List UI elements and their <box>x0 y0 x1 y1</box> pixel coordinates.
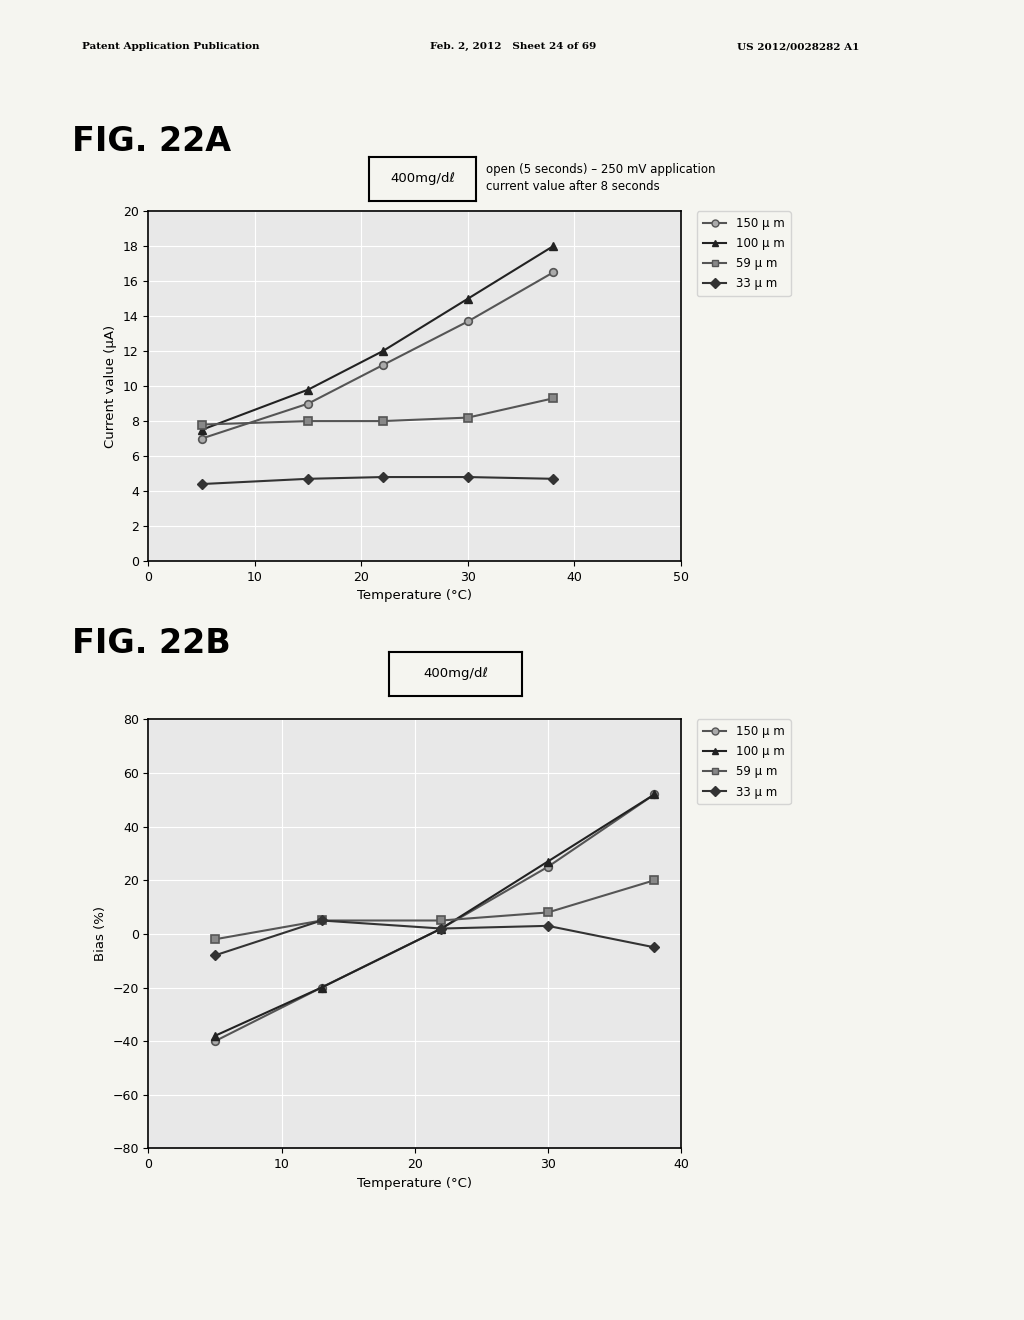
Text: Feb. 2, 2012   Sheet 24 of 69: Feb. 2, 2012 Sheet 24 of 69 <box>430 42 596 51</box>
Text: US 2012/0028282 A1: US 2012/0028282 A1 <box>737 42 860 51</box>
Y-axis label: Current value (μA): Current value (μA) <box>104 325 118 447</box>
Text: Patent Application Publication: Patent Application Publication <box>82 42 259 51</box>
Y-axis label: Bias (%): Bias (%) <box>94 907 106 961</box>
Text: open (5 seconds) – 250 mV application
current value after 8 seconds: open (5 seconds) – 250 mV application cu… <box>486 164 716 193</box>
Text: FIG. 22A: FIG. 22A <box>72 125 230 158</box>
Text: 400mg/dℓ: 400mg/dℓ <box>390 173 455 185</box>
Text: FIG. 22B: FIG. 22B <box>72 627 230 660</box>
X-axis label: Temperature (°C): Temperature (°C) <box>357 589 472 602</box>
Text: 400mg/dℓ: 400mg/dℓ <box>423 668 488 680</box>
X-axis label: Temperature (°C): Temperature (°C) <box>357 1176 472 1189</box>
Legend: 150 μ m, 100 μ m, 59 μ m, 33 μ m: 150 μ m, 100 μ m, 59 μ m, 33 μ m <box>697 211 791 296</box>
Legend: 150 μ m, 100 μ m, 59 μ m, 33 μ m: 150 μ m, 100 μ m, 59 μ m, 33 μ m <box>697 719 791 804</box>
